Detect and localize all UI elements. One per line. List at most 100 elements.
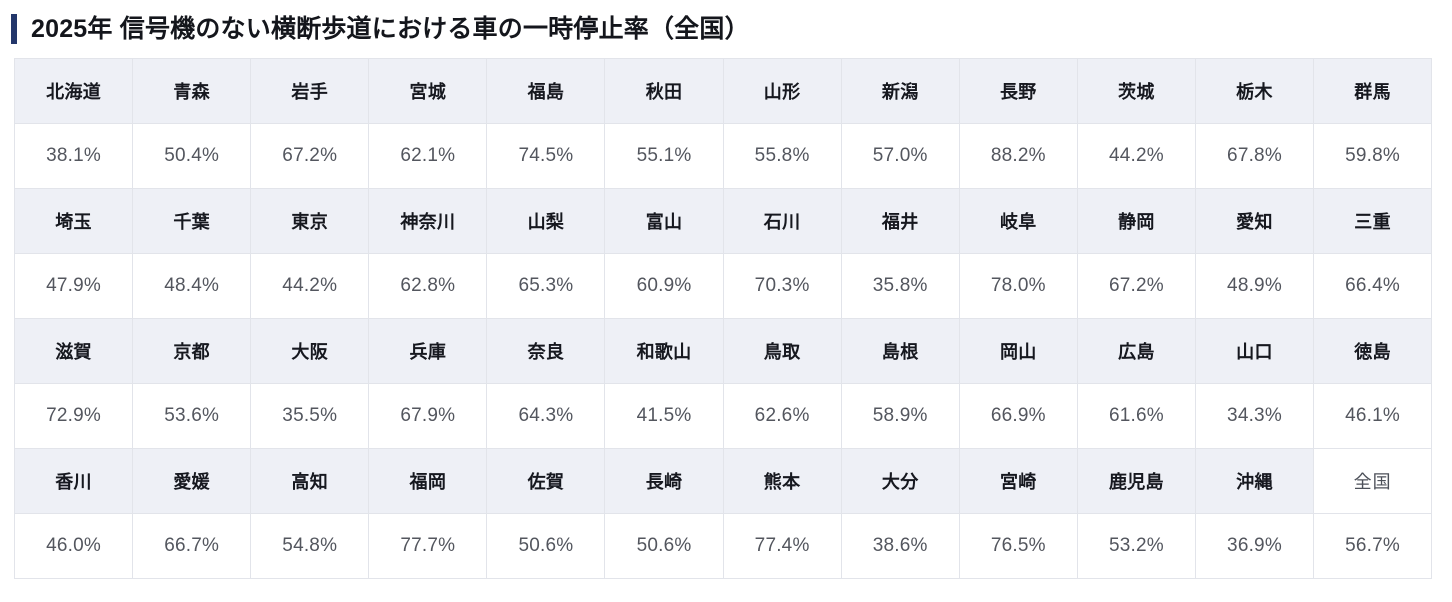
stop-rate-value-cell: 67.2% [250,123,370,189]
stop-rate-value-cell: 57.0% [840,123,960,189]
stop-rate-value-cell: 47.9% [13,253,134,319]
stop-rate-value-cell: 65.3% [486,253,606,319]
prefecture-header-cell: 島根 [840,318,960,384]
stop-rate-value-cell: 44.2% [250,253,370,319]
stop-rate-value-cell: 60.9% [604,253,724,319]
table-value-row: 72.9% 53.6% 35.5% 67.9% 64.3% 41.5% 62.6% 58.9%… [13,383,1433,449]
stop-rate-value-cell: 88.2% [958,123,1078,189]
stop-rate-value-cell: 34.3% [1194,383,1315,449]
prefecture-header-cell: 鹿児島 [1076,448,1196,514]
prefecture-header-cell: 新潟 [840,58,960,124]
table-header-row: 北海道 青森 岩手 宮城 福島 秋田 山形 新潟 長野 茨城 栃木 群馬 [13,58,1433,124]
prefecture-header-cell: 大阪 [250,318,370,384]
prefecture-header-cell: 静岡 [1076,188,1196,254]
prefecture-header-cell: 沖縄 [1194,448,1315,514]
prefecture-header-cell: 三重 [1313,188,1433,254]
stop-rate-value-cell: 36.9% [1194,513,1315,579]
stop-rate-value-cell: 76.5% [958,513,1078,579]
stop-rate-value-cell: 67.8% [1194,123,1315,189]
prefecture-header-cell: 石川 [722,188,842,254]
prefecture-header-cell: 佐賀 [486,448,606,514]
stop-rate-value-cell: 35.8% [840,253,960,319]
prefecture-header-cell: 和歌山 [604,318,724,384]
stop-rate-value-cell: 38.1% [13,123,134,189]
stop-rate-value-cell: 50.6% [486,513,606,579]
prefecture-stop-rate-table: 北海道 青森 岩手 宮城 福島 秋田 山形 新潟 長野 茨城 栃木 群馬 38.1% 50.4% 67.2%… [13,58,1433,579]
stop-rate-value-cell: 62.6% [722,383,842,449]
prefecture-header-cell: 長崎 [604,448,724,514]
prefecture-header-cell: 長野 [958,58,1078,124]
prefecture-header-cell: 福島 [486,58,606,124]
national-total-value-cell: 56.7% [1313,513,1433,579]
prefecture-header-cell: 徳島 [1313,318,1433,384]
stop-rate-value-cell: 66.4% [1313,253,1433,319]
prefecture-header-cell: 鳥取 [722,318,842,384]
prefecture-header-cell: 富山 [604,188,724,254]
prefecture-header-cell: 栃木 [1194,58,1315,124]
stop-rate-value-cell: 50.6% [604,513,724,579]
stop-rate-value-cell: 41.5% [604,383,724,449]
stop-rate-value-cell: 48.4% [132,253,252,319]
stop-rate-value-cell: 38.6% [840,513,960,579]
stop-rate-value-cell: 62.1% [368,123,488,189]
stop-rate-value-cell: 54.8% [250,513,370,579]
prefecture-header-cell: 高知 [250,448,370,514]
stop-rate-value-cell: 70.3% [722,253,842,319]
stop-rate-value-cell: 77.7% [368,513,488,579]
table-header-row: 香川 愛媛 高知 福岡 佐賀 長崎 熊本 大分 宮崎 鹿児島 沖縄 全国 [13,448,1433,514]
title-accent-bar [11,14,17,44]
prefecture-header-cell: 京都 [132,318,252,384]
prefecture-header-cell: 香川 [13,448,134,514]
national-total-header-cell: 全国 [1313,448,1433,514]
prefecture-header-cell: 山梨 [486,188,606,254]
stop-rate-value-cell: 46.0% [13,513,134,579]
prefecture-header-cell: 熊本 [722,448,842,514]
prefecture-header-cell: 青森 [132,58,252,124]
stop-rate-value-cell: 55.1% [604,123,724,189]
prefecture-header-cell: 福井 [840,188,960,254]
prefecture-header-cell: 滋賀 [13,318,134,384]
prefecture-header-cell: 埼玉 [13,188,134,254]
table-value-row: 38.1% 50.4% 67.2% 62.1% 74.5% 55.1% 55.8% 57.0%… [13,123,1433,189]
prefecture-header-cell: 山口 [1194,318,1315,384]
stop-rate-value-cell: 66.7% [132,513,252,579]
table-value-row: 47.9% 48.4% 44.2% 62.8% 65.3% 60.9% 70.3% 35.8%… [13,253,1433,319]
stop-rate-value-cell: 78.0% [958,253,1078,319]
stop-rate-value-cell: 50.4% [132,123,252,189]
table-header-row: 埼玉 千葉 東京 神奈川 山梨 富山 石川 福井 岐阜 静岡 愛知 三重 [13,188,1433,254]
prefecture-header-cell: 宮城 [368,58,488,124]
prefecture-header-cell: 岐阜 [958,188,1078,254]
stop-rate-value-cell: 59.8% [1313,123,1433,189]
table-value-row: 46.0% 66.7% 54.8% 77.7% 50.6% 50.6% 77.4% 38.6%… [13,513,1433,579]
stats-table-container: 北海道 青森 岩手 宮城 福島 秋田 山形 新潟 長野 茨城 栃木 群馬 38.1% 50.4% 67.2%… [13,58,1433,579]
stop-rate-value-cell: 62.8% [368,253,488,319]
prefecture-header-cell: 茨城 [1076,58,1196,124]
prefecture-header-cell: 千葉 [132,188,252,254]
prefecture-header-cell: 奈良 [486,318,606,384]
prefecture-header-cell: 群馬 [1313,58,1433,124]
stop-rate-value-cell: 58.9% [840,383,960,449]
stop-rate-value-cell: 72.9% [13,383,134,449]
prefecture-header-cell: 岩手 [250,58,370,124]
stop-rate-value-cell: 77.4% [722,513,842,579]
prefecture-header-cell: 山形 [722,58,842,124]
stop-rate-value-cell: 44.2% [1076,123,1196,189]
table-header-row: 滋賀 京都 大阪 兵庫 奈良 和歌山 鳥取 島根 岡山 広島 山口 徳島 [13,318,1433,384]
prefecture-header-cell: 兵庫 [368,318,488,384]
prefecture-header-cell: 宮崎 [958,448,1078,514]
stop-rate-value-cell: 64.3% [486,383,606,449]
stop-rate-value-cell: 61.6% [1076,383,1196,449]
prefecture-header-cell: 岡山 [958,318,1078,384]
stop-rate-value-cell: 66.9% [958,383,1078,449]
stop-rate-value-cell: 67.9% [368,383,488,449]
prefecture-header-cell: 北海道 [13,58,134,124]
stop-rate-value-cell: 53.2% [1076,513,1196,579]
stop-rate-value-cell: 67.2% [1076,253,1196,319]
stop-rate-value-cell: 48.9% [1194,253,1315,319]
stop-rate-value-cell: 55.8% [722,123,842,189]
prefecture-header-cell: 愛媛 [132,448,252,514]
stop-rate-value-cell: 53.6% [132,383,252,449]
prefecture-header-cell: 大分 [840,448,960,514]
page-header: 2025年 信号機のない横断歩道における車の一時停止率（全国） [0,0,1452,58]
